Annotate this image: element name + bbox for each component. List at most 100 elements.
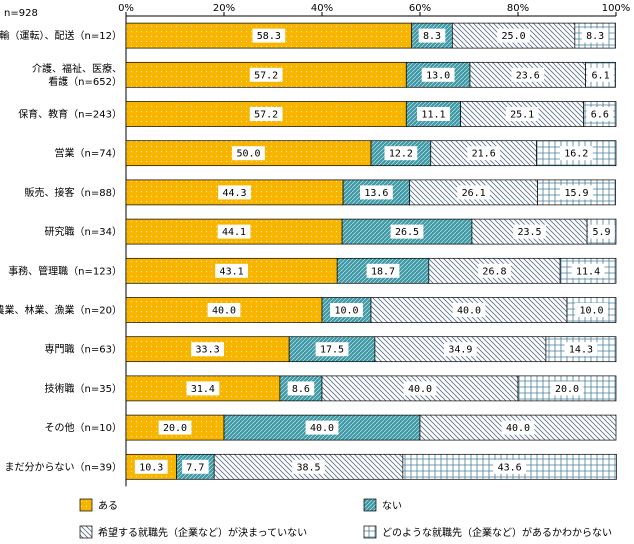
data-label-bg <box>359 185 393 200</box>
data-label-bg <box>315 342 349 357</box>
data-label-bg <box>564 342 598 357</box>
x-tick-label: 60% <box>409 3 431 14</box>
category-label: 事務、管理職（n=123） <box>8 264 122 277</box>
data-label: 40.0 <box>457 306 481 317</box>
legend-swatch <box>79 525 93 539</box>
category-label: 営業（n=74） <box>55 147 122 160</box>
data-label-bg <box>305 420 339 435</box>
data-label: 11.1 <box>421 110 445 121</box>
data-label: 33.3 <box>196 345 220 356</box>
data-label-bg <box>252 28 286 43</box>
bar-segment-s0-r10 <box>125 414 225 441</box>
data-label-bg <box>497 28 530 43</box>
data-label: 31.4 <box>191 384 215 395</box>
category-label: 専門職（n=63） <box>45 344 122 356</box>
data-label: 17.5 <box>320 345 344 356</box>
legend-swatch <box>363 525 377 539</box>
data-label: 57.2 <box>254 70 278 81</box>
data-label-bg <box>501 420 535 435</box>
data-label-bg <box>467 146 501 161</box>
data-label: 14.3 <box>569 345 593 356</box>
data-label: 12.2 <box>389 149 413 160</box>
data-label-bg <box>218 185 251 200</box>
data-label-bg <box>417 107 450 121</box>
data-label: 13.6 <box>364 188 388 199</box>
data-label: 8.3 <box>586 31 604 42</box>
data-label: 50.0 <box>236 149 260 160</box>
data-label: 38.5 <box>296 462 320 473</box>
category-label: 研究職（n=34） <box>45 225 122 238</box>
data-label-bg <box>390 224 424 239</box>
data-label-bg <box>384 146 418 161</box>
data-label: 5.9 <box>593 227 611 238</box>
data-label-bg <box>186 381 220 396</box>
data-label: 23.5 <box>517 227 541 238</box>
category-labels: 運輸（運転）、配送（n=12） 介護、福祉、医療、看護（n=652） 保育、教育（n… <box>0 29 122 473</box>
category-label: 技術職（n=35） <box>45 382 122 395</box>
data-label: 40.0 <box>506 423 530 434</box>
data-label: 10.3 <box>139 462 163 473</box>
data-label: 6.6 <box>591 110 609 121</box>
data-label-bg <box>215 263 248 278</box>
bar-segment-s0-r6 <box>125 257 338 284</box>
data-label: 8.6 <box>292 384 310 395</box>
x-tick-label: 20% <box>213 3 235 14</box>
data-label-bg <box>249 107 283 121</box>
data-label-bg <box>586 107 614 121</box>
data-label-bg <box>158 420 192 435</box>
data-label-bg <box>513 224 546 239</box>
data-label-bg <box>452 303 486 317</box>
data-label-bg <box>182 459 209 474</box>
data-label-bg <box>249 67 283 82</box>
bar-segment-s3-r9 <box>517 375 617 402</box>
data-label-bg <box>232 146 265 161</box>
data-label-bg <box>207 303 241 317</box>
data-label-bg <box>366 263 400 278</box>
category-label: まだ分からない（n=39） <box>5 461 122 473</box>
data-label-bg <box>560 185 593 200</box>
data-label-bg <box>217 224 251 239</box>
legend-label: 希望する就職先（企業など）が決まっていない <box>98 526 307 539</box>
data-label: 21.6 <box>472 149 496 160</box>
data-label-bg <box>581 28 609 43</box>
data-label: 25.1 <box>510 110 534 121</box>
x-tick-label: 0% <box>118 3 134 14</box>
data-label-bg <box>287 381 315 396</box>
legend-label: ない <box>382 500 402 512</box>
data-label: 26.1 <box>462 188 486 199</box>
x-tick-label: 80% <box>507 3 529 14</box>
category-label: 運輸（運転）、配送（n=12） <box>0 29 122 42</box>
category-label: 販売、接客（n=88） <box>25 186 122 199</box>
data-label: 57.2 <box>254 110 278 121</box>
data-label: 58.3 <box>257 31 281 42</box>
data-label: 44.3 <box>222 188 246 199</box>
data-label: 26.5 <box>395 227 419 238</box>
data-label-bg <box>292 459 325 474</box>
data-label: 26.8 <box>482 266 506 277</box>
data-label-bg <box>403 381 437 396</box>
data-label: 10.0 <box>334 306 358 317</box>
data-label-bg <box>493 459 527 474</box>
data-label: 34.9 <box>448 345 472 356</box>
sample-size-label: n=928 <box>4 8 38 19</box>
data-label-bg <box>457 185 491 200</box>
data-label-bg <box>550 381 584 396</box>
x-tick-label: 40% <box>311 3 333 14</box>
data-label: 40.0 <box>212 306 236 317</box>
category-label: 農業、林業、漁業（n=20） <box>0 304 122 317</box>
category-label: 介護、福祉、医療、 <box>32 62 122 75</box>
legend-swatch <box>363 498 377 512</box>
data-label: 40.0 <box>408 384 432 395</box>
data-label-bg <box>505 107 539 121</box>
data-label: 6.1 <box>592 70 610 81</box>
data-label-bg <box>191 342 224 357</box>
data-label: 20.0 <box>555 384 579 395</box>
data-label-bg <box>418 28 446 43</box>
data-label: 15.9 <box>565 188 589 199</box>
data-label: 11.4 <box>576 266 600 277</box>
legend-label: どのような就職先（企業など）があるかわからない <box>382 526 612 539</box>
data-label: 20.0 <box>163 423 187 434</box>
data-label: 7.7 <box>186 462 204 473</box>
data-label: 10.0 <box>579 306 603 317</box>
data-label-bg <box>587 67 614 82</box>
